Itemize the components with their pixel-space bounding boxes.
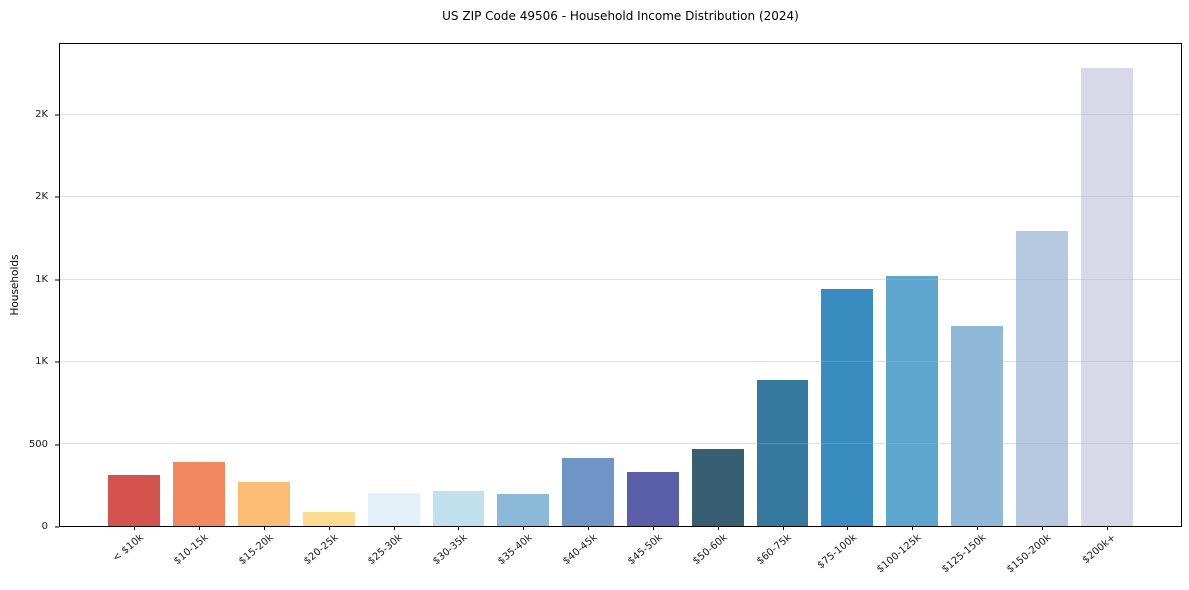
bar-column: $200k+ <box>1074 44 1139 566</box>
plot-area: < $10k $10-15k $15-20k $20-25k $25-30k $30-35… <box>59 43 1182 575</box>
x-tick-label: $45-50k <box>625 532 665 568</box>
bar <box>691 448 744 526</box>
x-tick-mark <box>393 526 395 530</box>
x-tick-label: $150-200k <box>1004 532 1054 576</box>
bar <box>1015 231 1068 526</box>
x-tick-mark <box>912 526 914 530</box>
y-tick-mark <box>55 114 59 116</box>
bar <box>302 512 355 526</box>
bar-column: $50-60k <box>685 44 750 567</box>
bar <box>238 482 290 526</box>
x-tick-mark <box>717 526 719 530</box>
y-tick-mark <box>55 279 59 281</box>
x-tick-mark <box>264 526 266 530</box>
x-tick-label: $15-20k <box>236 532 276 568</box>
x-tick-label: $25-30k <box>366 532 406 568</box>
bar <box>1080 68 1133 526</box>
y-tick-label: 1K <box>35 273 48 285</box>
x-tick-label: $35-40k <box>496 532 535 568</box>
bar-column: $100-125k <box>875 44 945 575</box>
x-tick-mark <box>199 526 201 530</box>
bar-column: $150-200k <box>1005 44 1074 575</box>
bars: < $10k $10-15k $15-20k $20-25k $25-30k $30-35… <box>60 44 1181 575</box>
y-tick-mark <box>55 196 59 198</box>
x-tick-mark <box>588 526 590 530</box>
x-tick-label: $200k+ <box>1080 532 1119 567</box>
x-tick-label: $40-45k <box>560 532 600 568</box>
bar-column: $10-15k <box>167 44 232 567</box>
bar <box>432 490 485 526</box>
y-tick-label: 2K <box>35 191 48 203</box>
bar-column: $45-50k <box>621 44 686 567</box>
bar-column: $20-25k <box>296 44 361 567</box>
x-tick-mark <box>652 526 654 530</box>
bar <box>562 458 614 526</box>
bar-column: $40-45k <box>556 44 621 567</box>
x-tick-mark <box>1041 526 1043 530</box>
bar-column: $75-100k <box>815 44 880 571</box>
y-axis: 0 500 1K 1K 2K 2K <box>0 43 59 532</box>
bar-column: $35-40k <box>491 44 556 567</box>
bar <box>626 472 679 526</box>
bar-column: < $10k <box>102 44 167 564</box>
chart-title: US ZIP Code 49506 - Household Income Dis… <box>442 9 799 23</box>
x-tick-mark <box>782 526 784 530</box>
x-tick-label: $100-125k <box>875 532 924 576</box>
y-tick-label: 2K <box>35 108 48 120</box>
y-tick-label: 1K <box>35 356 48 368</box>
bar-column: $15-20k <box>232 44 297 567</box>
bar <box>108 474 161 526</box>
x-tick-mark <box>458 526 460 530</box>
x-tick-label: $60-75k <box>755 532 794 568</box>
bar <box>951 326 1003 526</box>
bar-column: $30-35k <box>426 44 491 567</box>
x-tick-mark <box>523 526 525 530</box>
y-tick-mark <box>55 526 59 528</box>
bar <box>497 493 550 526</box>
x-tick-label: $125-150k <box>940 532 989 576</box>
bar <box>367 493 420 526</box>
bar-column: $25-30k <box>361 44 426 567</box>
bar <box>821 288 874 526</box>
bar <box>756 380 809 526</box>
bar <box>173 461 226 526</box>
bar-column: $60-75k <box>750 44 815 567</box>
y-tick-mark <box>55 361 59 363</box>
x-tick-label: < $10k <box>110 532 146 565</box>
x-tick-label: $10-15k <box>172 532 211 568</box>
x-tick-label: $30-35k <box>431 532 470 568</box>
y-tick-label: 0 <box>41 521 48 532</box>
bar-column: $125-150k <box>940 44 1010 575</box>
x-tick-label: $75-100k <box>815 532 859 572</box>
x-tick-label: $50-60k <box>690 532 730 568</box>
y-tick-label: 500 <box>28 438 48 450</box>
x-tick-mark <box>328 526 330 530</box>
y-tick-mark <box>55 444 59 446</box>
bar <box>886 276 939 526</box>
x-tick-label: $20-25k <box>301 532 341 568</box>
x-tick-mark <box>976 526 978 530</box>
x-tick-mark <box>134 526 136 530</box>
x-tick-mark <box>847 526 849 530</box>
x-tick-mark <box>1106 526 1108 530</box>
